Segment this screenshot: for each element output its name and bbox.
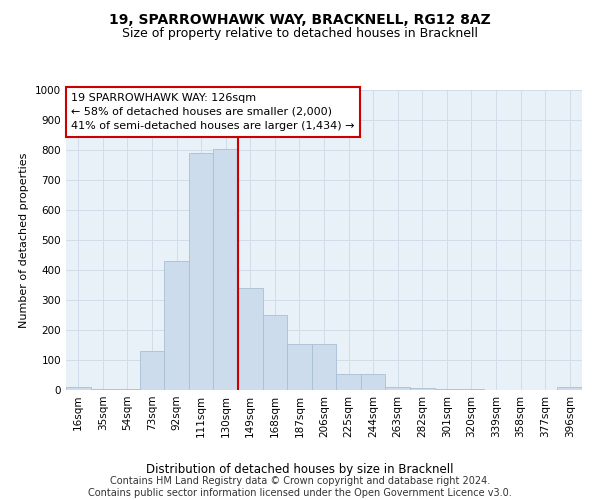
Bar [238, 288, 263, 390]
Bar [91, 388, 115, 390]
Bar [287, 344, 312, 390]
Bar [66, 387, 91, 390]
Bar [385, 387, 410, 390]
Bar [189, 153, 214, 390]
Text: Contains HM Land Registry data © Crown copyright and database right 2024.
Contai: Contains HM Land Registry data © Crown c… [88, 476, 512, 498]
Bar [434, 389, 459, 390]
Text: Size of property relative to detached houses in Bracknell: Size of property relative to detached ho… [122, 28, 478, 40]
Bar [214, 148, 238, 390]
Bar [361, 374, 385, 390]
Bar [336, 374, 361, 390]
Bar [312, 344, 336, 390]
Text: Distribution of detached houses by size in Bracknell: Distribution of detached houses by size … [146, 462, 454, 475]
Bar [410, 388, 434, 390]
Text: 19 SPARROWHAWK WAY: 126sqm
← 58% of detached houses are smaller (2,000)
41% of s: 19 SPARROWHAWK WAY: 126sqm ← 58% of deta… [71, 93, 355, 131]
Bar [263, 315, 287, 390]
Bar [557, 387, 582, 390]
Y-axis label: Number of detached properties: Number of detached properties [19, 152, 29, 328]
Text: 19, SPARROWHAWK WAY, BRACKNELL, RG12 8AZ: 19, SPARROWHAWK WAY, BRACKNELL, RG12 8AZ [109, 12, 491, 26]
Bar [140, 351, 164, 390]
Bar [164, 261, 189, 390]
